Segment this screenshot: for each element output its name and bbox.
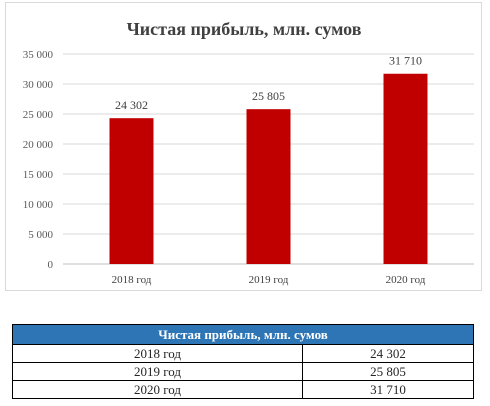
table-header: Чистая прибыль, млн. сумов [12,324,474,345]
table-cell-year: 2020 год [12,380,303,399]
table-row: 2019 год 25 805 [12,362,474,381]
data-table: Чистая прибыль, млн. сумов 2018 год 24 3… [12,324,474,399]
data-label: 31 710 [389,54,422,68]
chart-title: Чистая прибыль, млн. сумов [127,19,362,39]
table-cell-year: 2018 год [12,344,303,363]
data-label: 25 805 [252,89,285,103]
y-tick-label: 10 000 [23,199,54,211]
y-tick-label: 5 000 [28,229,53,241]
y-tick-label: 35 000 [23,49,54,61]
table-cell-value: 31 710 [302,380,474,399]
table-header-row: Чистая прибыль, млн. сумов [12,324,474,345]
bar-chart: 0 5 000 10 000 15 000 20 000 25 000 30 000 35 0… [23,19,474,286]
y-tick-label: 20 000 [23,139,54,151]
y-tick-label: 0 [48,259,54,271]
bar [383,73,428,265]
table-cell-value: 25 805 [302,362,474,381]
table-row: 2018 год 24 302 [12,344,474,363]
x-tick-label: 2019 год [249,274,289,286]
chart-container: 0 5 000 10 000 15 000 20 000 25 000 30 000 35 0… [5,2,482,291]
y-tick-label: 30 000 [23,79,54,91]
y-tick-label: 25 000 [23,109,54,121]
table-row: 2020 год 31 710 [12,380,474,399]
x-tick-label: 2020 год [386,274,426,286]
data-label: 24 302 [115,98,148,112]
y-tick-label: 15 000 [23,169,54,181]
x-tick-label: 2018 год [112,274,152,286]
table-cell-year: 2019 год [12,362,303,381]
table-cell-value: 24 302 [302,344,474,363]
bar [246,109,291,264]
bar [109,118,154,264]
